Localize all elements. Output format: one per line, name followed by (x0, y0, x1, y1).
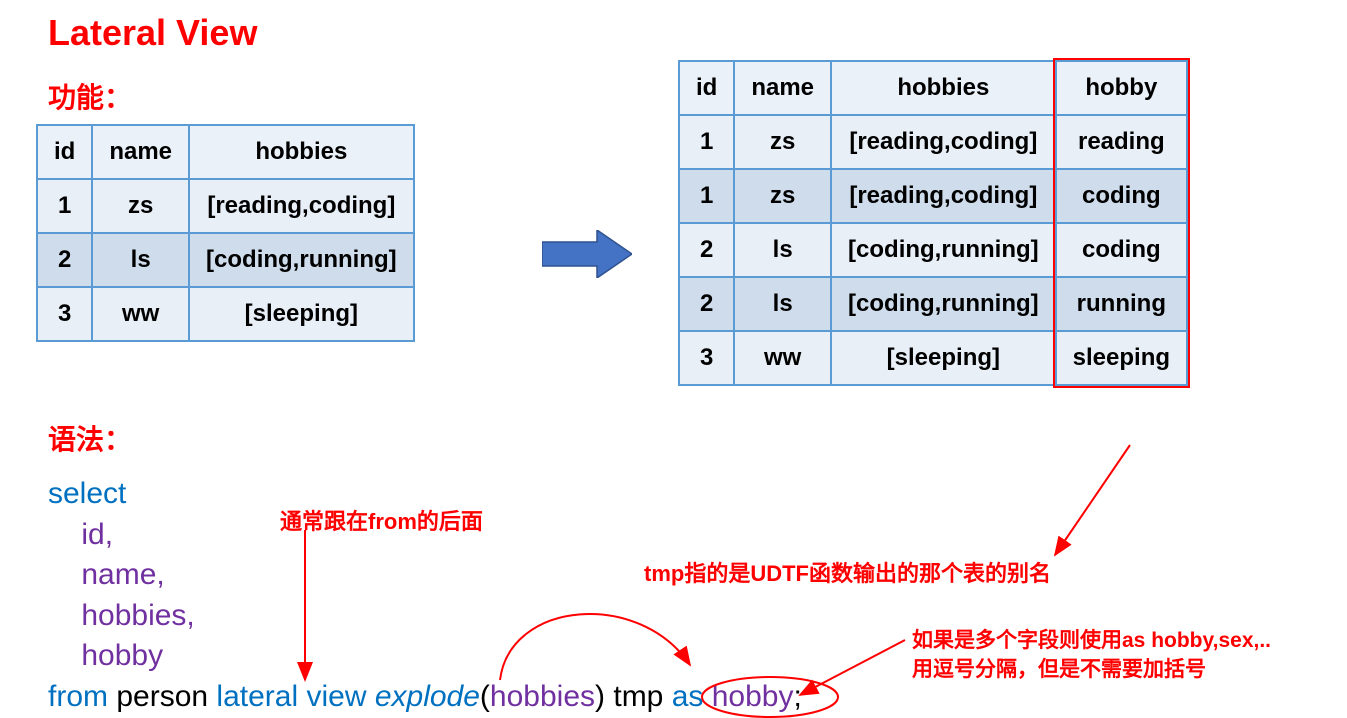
cell: 1 (37, 179, 92, 233)
field-hobbies: hobbies, (81, 599, 194, 632)
col-header: name (734, 61, 831, 115)
cell: ls (734, 223, 831, 277)
col-header: name (92, 125, 189, 179)
cell: reading (1056, 115, 1187, 169)
col-header: hobbies (189, 125, 414, 179)
cell: ls (92, 233, 189, 287)
cell: [coding,running] (831, 223, 1056, 277)
note-multi-fields: 如果是多个字段则使用as hobby,sex,.. 用逗号分隔，但是不需要加括号 (912, 626, 1271, 685)
cell: [sleeping] (189, 287, 414, 341)
cell: coding (1056, 223, 1187, 277)
subtitle-syntax: 语法： (48, 418, 132, 458)
cell: 2 (37, 233, 92, 287)
arg-hobbies: hobbies (490, 680, 595, 713)
page-title: Lateral View (48, 12, 257, 54)
cell: [coding,running] (831, 277, 1056, 331)
subtitle-function: 功能： (48, 76, 132, 116)
cell: [sleeping] (831, 331, 1056, 385)
cell: 3 (679, 331, 734, 385)
cell: coding (1056, 169, 1187, 223)
table-row: 1 zs [reading,coding] coding (679, 169, 1187, 223)
paren-open: ( (480, 680, 490, 713)
table-header-row: id name hobbies (37, 125, 414, 179)
input-table: id name hobbies 1 zs [reading,coding] 2 … (36, 124, 415, 342)
cell: [reading,coding] (831, 169, 1056, 223)
cell: 2 (679, 277, 734, 331)
kw-lateral-view: lateral view (216, 680, 366, 713)
col-alias-hobby: hobby (712, 680, 794, 713)
note-from-position: 通常跟在from的后面 (280, 504, 483, 536)
table-row: 1 zs [reading,coding] (37, 179, 414, 233)
cell: ww (92, 287, 189, 341)
kw-from: from (48, 680, 108, 713)
table-row: 3 ww [sleeping] sleeping (679, 331, 1187, 385)
cell: ls (734, 277, 831, 331)
tbl-person: person (116, 680, 208, 713)
cell: 2 (679, 223, 734, 277)
cell: [coding,running] (189, 233, 414, 287)
field-hobby: hobby (81, 639, 163, 672)
col-header: id (37, 125, 92, 179)
cell: 3 (37, 287, 92, 341)
semicolon: ; (794, 680, 802, 713)
cell: [reading,coding] (189, 179, 414, 233)
kw-select: select (48, 477, 126, 510)
table-row: 1 zs [reading,coding] reading (679, 115, 1187, 169)
note-tmp-alias: tmp指的是UDTF函数输出的那个表的别名 (644, 556, 1051, 588)
cell: ww (734, 331, 831, 385)
note-line: 用逗号分隔，但是不需要加括号 (912, 655, 1271, 684)
col-header: hobbies (831, 61, 1056, 115)
field-id: id, (81, 518, 113, 551)
cell: running (1056, 277, 1187, 331)
table-row: 2 ls [coding,running] (37, 233, 414, 287)
func-explode: explode (375, 680, 480, 713)
cell: 1 (679, 169, 734, 223)
cell: zs (734, 169, 831, 223)
col-header: hobby (1056, 61, 1187, 115)
cell: zs (92, 179, 189, 233)
table-header-row: id name hobbies hobby (679, 61, 1187, 115)
output-table: id name hobbies hobby 1 zs [reading,codi… (678, 60, 1188, 386)
note-line: 如果是多个字段则使用as hobby,sex,.. (912, 626, 1271, 655)
paren-close: ) (595, 680, 605, 713)
cell: [reading,coding] (831, 115, 1056, 169)
cell: zs (734, 115, 831, 169)
transform-arrow-icon (542, 230, 632, 278)
table-row: 3 ww [sleeping] (37, 287, 414, 341)
alias-tmp: tmp (613, 680, 663, 713)
col-header: id (679, 61, 734, 115)
table-row: 2 ls [coding,running] running (679, 277, 1187, 331)
cell: sleeping (1056, 331, 1187, 385)
cell: 1 (679, 115, 734, 169)
kw-as: as (672, 680, 704, 713)
table-row: 2 ls [coding,running] coding (679, 223, 1187, 277)
field-name: name, (81, 558, 164, 591)
